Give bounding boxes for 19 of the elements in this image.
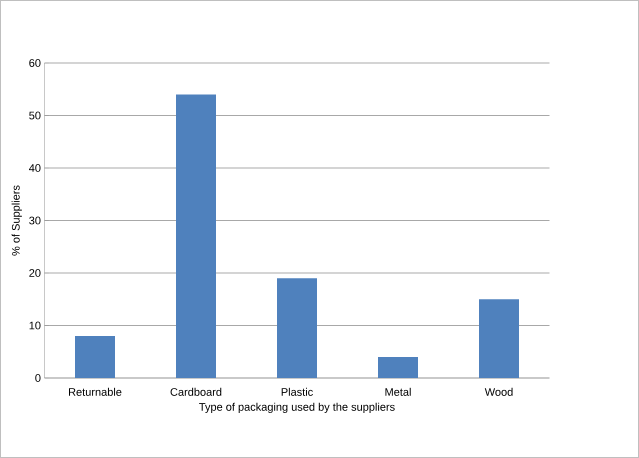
- y-axis-title: % of Suppliers: [12, 185, 22, 256]
- bar: [176, 94, 216, 378]
- y-tick-label: 0: [35, 374, 41, 382]
- x-axis-title: Type of packaging used by the suppliers: [199, 402, 395, 413]
- x-tick-label: Wood: [484, 388, 513, 396]
- bar: [479, 299, 520, 378]
- bar: [378, 357, 418, 378]
- x-tick-label: Plastic: [282, 388, 313, 396]
- bar: [277, 278, 317, 378]
- y-tick-label: 60: [29, 59, 41, 67]
- y-tick-label: 20: [29, 269, 41, 277]
- x-tick-label: Returnable: [69, 388, 122, 396]
- bar: [75, 336, 115, 378]
- x-tick-label: Cardboard: [170, 388, 222, 396]
- y-tick-label: 30: [29, 216, 41, 224]
- y-tick-label: 50: [29, 112, 41, 120]
- y-tick-label: 40: [28, 164, 41, 172]
- y-tick-label: 10: [30, 322, 41, 330]
- x-tick-label: Metal: [385, 388, 411, 396]
